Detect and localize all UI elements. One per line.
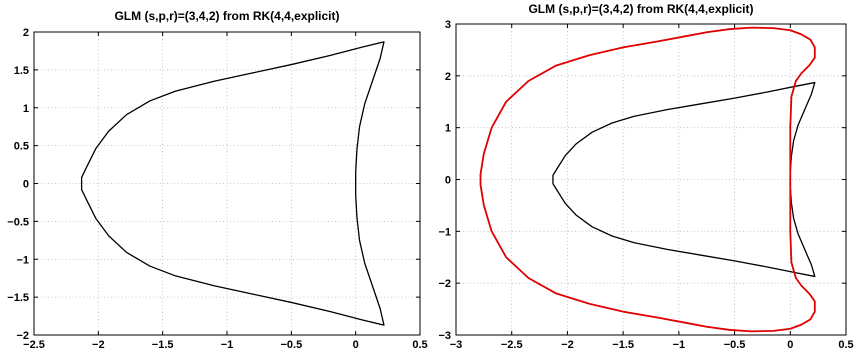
right-y-tick-label: 1 [445, 123, 451, 135]
left-y-tick-label: 0.5 [14, 141, 29, 153]
right-y-tick-label: −3 [438, 330, 451, 342]
right-plot-area [456, 24, 846, 335]
left-y-tick-label: 1 [23, 103, 29, 115]
left-y-tick-label: −0.5 [7, 216, 29, 228]
right-y-tick-label: 0 [445, 175, 451, 187]
left-series-line-black [80, 41, 385, 326]
right-series-line-red [479, 26, 816, 333]
right-x-tick-label: −3 [450, 339, 463, 351]
left-y-tick-label: 0 [23, 179, 29, 191]
left-x-tick-label: 0 [353, 339, 359, 351]
right-x-tick-label: 0 [787, 339, 793, 351]
right-x-tick-label: −1.5 [612, 339, 634, 351]
left-x-tick-label: −0.5 [280, 339, 302, 351]
left-x-tick-label: −2 [92, 339, 105, 351]
right-chart-panel: −3 −2.5 −2 −1.5 −1 −0.5 0 0.5 −3 −2 −1 0 1 2 3 GLM (s,p… [438, 2, 853, 351]
left-y-tick-label: 1.5 [14, 65, 29, 77]
right-y-tick-label: 3 [445, 19, 451, 31]
left-x-tick-label: 0.5 [412, 339, 427, 351]
left-y-tick-label: 2 [23, 27, 29, 39]
right-x-tick-label: −1 [673, 339, 686, 351]
right-chart-title: GLM (s,p,r)=(3,4,2) from RK(4,4,explicit… [528, 2, 753, 16]
left-chart-panel: −2.5 −2 −1.5 −1 −0.5 0 0.5−2−1.5−1−0.500.511.5… [7, 9, 427, 351]
left-y-tick-label: −2 [16, 330, 29, 342]
left-chart-title: GLM (s,p,r)=(3,4,2) from RK(4,4,explicit… [114, 9, 339, 23]
right-x-tick-label: −0.5 [724, 339, 746, 351]
right-x-tick-label: −2.5 [501, 339, 523, 351]
right-y-tick-label: 2 [445, 71, 451, 83]
right-x-tick-label: −2 [561, 339, 574, 351]
left-y-tick-label: −1.5 [7, 292, 29, 304]
left-x-tick-label: −1.5 [152, 339, 174, 351]
right-x-tick-label: 0.5 [838, 339, 853, 351]
right-y-tick-label: −1 [438, 226, 451, 238]
right-y-tick-label: −2 [438, 278, 451, 290]
left-y-tick-label: −1 [16, 254, 29, 266]
left-x-tick-label: −2.5 [23, 339, 45, 351]
left-x-tick-label: −1 [221, 339, 234, 351]
